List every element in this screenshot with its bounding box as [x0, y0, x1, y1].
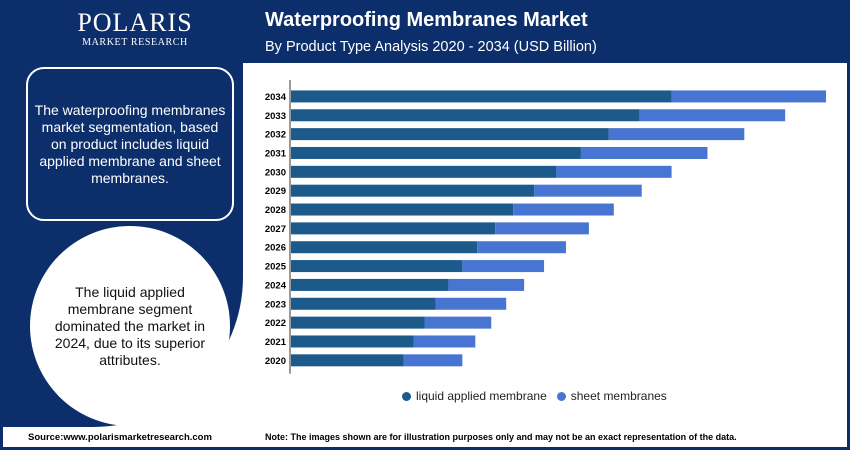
bar-sheet-membranes — [477, 241, 566, 254]
legend-label-liquid: liquid applied membrane — [416, 389, 547, 403]
bar-sheet-membranes — [534, 184, 642, 197]
segmentation-summary-text: The waterproofing membranes market segme… — [34, 101, 226, 186]
y-tick-label: 2029 — [265, 186, 286, 197]
chart-subtitle: By Product Type Analysis 2020 - 2034 (US… — [265, 39, 597, 55]
footer: Source:www.polarismarketresearch.com Not… — [3, 427, 847, 447]
segmentation-summary-box: The waterproofing membranes market segme… — [26, 67, 234, 221]
y-tick-label: 2027 — [265, 224, 286, 235]
bar-liquid-applied-membrane — [291, 146, 581, 159]
bar-chart: 2034 2033 2032 2031 2030 2029 2028 2027 2026 2025… — [265, 80, 827, 374]
bar-liquid-applied-membrane — [291, 354, 404, 367]
y-tick-label: 2033 — [265, 111, 286, 122]
disclaimer-note: Note: The images shown are for illustrat… — [265, 432, 737, 442]
y-tick-label: 2026 — [265, 243, 286, 254]
bar-liquid-applied-membrane — [291, 90, 672, 103]
logo-wordmark: POLARIS — [77, 8, 193, 37]
dominant-segment-circle: The liquid applied membrane segment domi… — [30, 226, 230, 426]
bar-liquid-applied-membrane — [291, 335, 414, 348]
legend-item-liquid: liquid applied membrane — [402, 389, 547, 403]
bar-sheet-membranes — [448, 278, 525, 291]
legend-item-sheet: sheet membranes — [556, 389, 667, 403]
y-tick-label: 2030 — [265, 167, 286, 178]
bar-sheet-membranes — [413, 335, 476, 348]
legend-swatch-liquid — [402, 391, 411, 401]
bar-sheet-membranes — [513, 203, 614, 216]
bar-sheet-membranes — [608, 128, 745, 141]
bar-liquid-applied-membrane — [291, 222, 496, 235]
bar-liquid-applied-membrane — [291, 316, 425, 329]
source-text: Source:www.polarismarketresearch.com — [28, 432, 212, 443]
logo-tagline: MARKET RESEARCH — [82, 37, 188, 48]
bar-liquid-applied-membrane — [291, 109, 640, 122]
y-tick-label: 2024 — [265, 280, 287, 291]
bar-liquid-applied-membrane — [291, 278, 449, 291]
y-tick-label: 2032 — [265, 130, 286, 141]
bar-liquid-applied-membrane — [291, 260, 463, 273]
bar-liquid-applied-membrane — [291, 241, 478, 254]
y-tick-label: 2022 — [265, 318, 286, 329]
polaris-logo: POLARIS MARKET RESEARCH — [75, 9, 195, 49]
bar-liquid-applied-membrane — [291, 165, 557, 178]
legend-swatch-sheet — [556, 391, 566, 401]
header-band: POLARIS MARKET RESEARCH Waterproofing Me… — [3, 3, 847, 63]
y-tick-label: 2021 — [265, 337, 287, 348]
bar-sheet-membranes — [435, 297, 507, 310]
bar-sheet-membranes — [671, 90, 827, 103]
bar-sheet-membranes — [424, 316, 492, 329]
y-tick-label: 2023 — [265, 299, 286, 310]
dominant-segment-text: The liquid applied membrane segment domi… — [54, 283, 206, 368]
bar-sheet-membranes — [495, 222, 589, 235]
y-tick-label: 2031 — [265, 148, 287, 159]
bar-liquid-applied-membrane — [291, 203, 514, 216]
bar-sheet-membranes — [580, 146, 708, 159]
bar-sheet-membranes — [556, 165, 672, 178]
y-tick-label: 2028 — [265, 205, 286, 216]
y-tick-label: 2034 — [265, 92, 287, 103]
chart-legend: liquid applied membrane sheet membranes — [402, 389, 677, 403]
chart-title: Waterproofing Membranes Market — [265, 9, 588, 31]
y-tick-label: 2020 — [265, 356, 286, 367]
y-tick-label: 2025 — [265, 262, 287, 273]
legend-label-sheet: sheet membranes — [570, 389, 667, 403]
bar-liquid-applied-membrane — [291, 184, 535, 197]
bar-liquid-applied-membrane — [291, 128, 609, 141]
bar-liquid-applied-membrane — [291, 297, 436, 310]
bar-sheet-membranes — [403, 354, 463, 367]
bar-sheet-membranes — [462, 260, 545, 273]
bar-sheet-membranes — [639, 109, 786, 122]
